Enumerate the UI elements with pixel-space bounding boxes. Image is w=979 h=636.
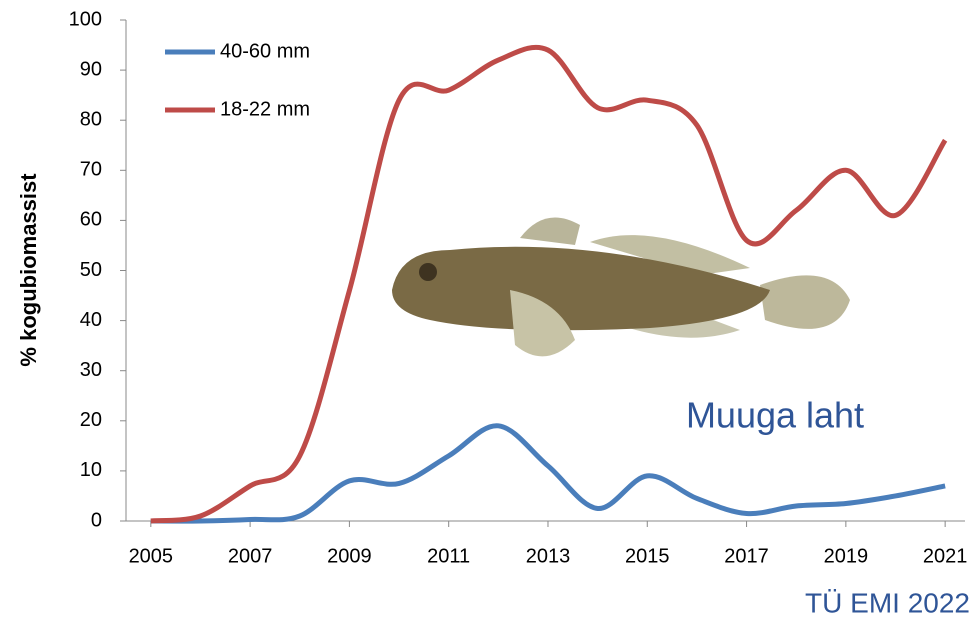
x-tick-label: 2011: [427, 545, 470, 567]
source: TÜ EMI 2022: [805, 587, 970, 618]
x-tick-label: 2019: [824, 545, 869, 567]
y-tick-label: 60: [80, 209, 102, 231]
x-tick-label: 2021: [923, 545, 968, 567]
legend-label: 40-60 mm: [220, 40, 310, 62]
x-tick-label: 2007: [228, 545, 273, 567]
x-tick-label: 2015: [625, 545, 670, 567]
fish-picture: [392, 217, 850, 356]
y-tick-label: 20: [80, 409, 102, 431]
y-tick-label: 40: [80, 309, 102, 331]
legend-label: 18-22 mm: [220, 98, 310, 120]
fish-fin: [520, 217, 580, 245]
fish-eye: [419, 263, 437, 281]
y-tick-label: 30: [80, 359, 102, 381]
x-tick-label: 2005: [129, 545, 174, 567]
series-line: [151, 426, 945, 521]
y-tick-label: 80: [80, 108, 102, 130]
x-tick-label: 2009: [327, 545, 372, 567]
x-tick-label: 2013: [526, 545, 571, 567]
x-tick-label: 2017: [724, 545, 769, 567]
y-tick-label: 100: [69, 8, 102, 30]
fish-tail: [760, 275, 850, 329]
y-tick-label: 50: [80, 259, 102, 281]
chart: % kogubiomassist Muuga laht TÜ EMI 2022 …: [0, 0, 979, 631]
y-tick-label: 70: [80, 159, 102, 181]
y-tick-label: 0: [91, 509, 102, 531]
y-tick-label: 10: [80, 459, 102, 481]
annotation: Muuga laht: [686, 395, 864, 436]
y-tick-label: 90: [80, 58, 102, 80]
y-axis-title: % kogubiomassist: [16, 173, 41, 367]
